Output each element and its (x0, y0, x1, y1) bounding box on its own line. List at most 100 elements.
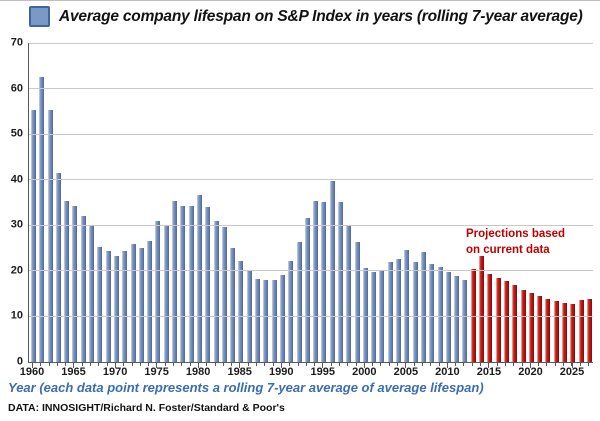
x-axis-minor-tick (304, 363, 309, 366)
x-axis-minor-tick (453, 363, 458, 366)
bar-2004 (396, 259, 402, 362)
bar-2019 (520, 289, 526, 362)
x-axis-minor-tick (312, 363, 317, 366)
bar-1974 (147, 240, 153, 362)
x-axis-minor-tick (254, 363, 259, 366)
x-axis-tick-label: 1965 (61, 366, 86, 378)
x-axis-tick-label: 2005 (393, 366, 419, 378)
x-axis-major-tick (322, 363, 324, 368)
x-axis-tick-label: 1995 (310, 366, 336, 378)
x-axis-minor-tick (213, 363, 218, 366)
bar-2021 (537, 295, 543, 362)
x-axis-minor-tick (578, 363, 583, 366)
bar-1968 (97, 247, 103, 362)
x-axis-minor-tick (204, 363, 209, 366)
x-axis-caption: Year (each data point represents a rolli… (8, 380, 484, 395)
bar-1961 (39, 77, 45, 362)
x-axis-tick-label: 1985 (227, 366, 252, 378)
data-source-caption: DATA: INNOSIGHT/Richard N. Foster/Standa… (8, 402, 285, 414)
x-axis-minor-tick (171, 363, 176, 366)
bar-1984 (230, 247, 236, 362)
bar-1998 (346, 225, 352, 362)
x-axis-minor-tick (146, 363, 151, 366)
bar-2000 (362, 267, 368, 362)
x-axis-minor-tick (47, 363, 52, 366)
bar-1976 (163, 225, 169, 362)
x-axis-minor-tick (38, 363, 43, 366)
y-axis-tick-label: 40 (10, 173, 23, 186)
x-axis-minor-tick (138, 363, 143, 366)
gridline (29, 224, 593, 226)
x-axis-minor-tick (478, 363, 483, 366)
bar-1995 (321, 201, 327, 362)
x-axis-minor-tick (30, 363, 35, 366)
bar-2007 (420, 252, 426, 362)
bar-2020 (528, 292, 534, 362)
x-axis-minor-tick (163, 363, 168, 366)
x-axis-tick-label: 1990 (268, 366, 294, 378)
x-axis-minor-tick (130, 363, 135, 366)
bar-2026 (578, 299, 584, 362)
x-axis-tick-label: 1960 (19, 366, 45, 378)
x-axis-major-tick (31, 363, 33, 368)
bar-1982 (213, 220, 219, 362)
bar-1999 (354, 242, 360, 362)
bar-1990 (279, 274, 285, 362)
x-axis-minor-tick (354, 363, 359, 366)
x-axis-minor-tick (370, 363, 375, 366)
chart-title: Average company lifespan on S&P Index in… (59, 7, 583, 25)
x-axis-major-tick (363, 363, 365, 368)
x-axis-major-tick (280, 363, 282, 368)
x-axis-minor-tick (337, 363, 342, 366)
bar-2025 (570, 303, 576, 362)
gridline (29, 88, 593, 90)
bar-1977 (172, 200, 178, 362)
x-axis-minor-tick (179, 363, 184, 366)
bar-1973 (138, 247, 144, 362)
bar-1979 (188, 206, 194, 362)
bar-1964 (64, 200, 70, 362)
x-axis-minor-tick (586, 363, 591, 366)
x-axis-minor-tick (378, 363, 383, 366)
bar-1970 (113, 255, 119, 362)
bar-1991 (288, 260, 294, 362)
bar-1988 (263, 280, 269, 362)
projections-annotation-line1: Projections based (466, 228, 566, 240)
x-axis-minor-tick (553, 363, 558, 366)
x-axis-tick-label: 2000 (352, 366, 377, 378)
bar-2023 (553, 301, 559, 362)
bar-2005 (404, 249, 410, 362)
bar-1972 (130, 244, 136, 362)
x-axis-minor-tick (63, 363, 68, 366)
bar-1971 (122, 251, 128, 362)
bar-2015 (487, 273, 493, 362)
bar-2011 (454, 275, 460, 362)
x-axis-tick-label: 2020 (518, 366, 543, 378)
x-axis-minor-tick (296, 363, 301, 366)
bar-1994 (313, 201, 319, 362)
x-axis-minor-tick (544, 363, 549, 366)
bar-1993 (304, 218, 310, 362)
gridline (29, 133, 593, 135)
x-axis-tick-label: 1970 (102, 366, 128, 378)
bar-1975 (155, 220, 161, 362)
y-axis-tick-label: 0 (16, 355, 23, 368)
x-axis-minor-tick (461, 363, 466, 366)
x-axis-major-tick (114, 363, 116, 368)
x-axis-tick-label: 2010 (435, 366, 460, 378)
bar-1967 (89, 225, 95, 362)
x-axis-minor-tick (229, 363, 234, 366)
bar-1966 (80, 215, 86, 362)
plot-area (28, 42, 593, 363)
bar-2013 (470, 268, 476, 362)
x-axis-minor-tick (395, 363, 400, 366)
x-axis-minor-tick (262, 363, 267, 366)
x-axis-minor-tick (329, 363, 334, 366)
x-axis-minor-tick (88, 363, 93, 366)
x-axis-major-tick (488, 363, 490, 368)
x-axis-minor-tick (470, 363, 475, 366)
x-axis-minor-tick (412, 363, 417, 366)
x-axis-minor-tick (536, 363, 541, 366)
x-axis-minor-tick (246, 363, 251, 366)
